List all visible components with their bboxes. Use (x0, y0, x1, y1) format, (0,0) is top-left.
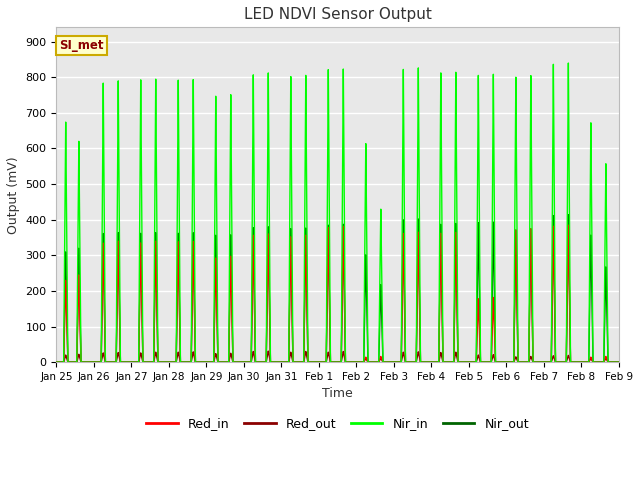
Nir_out (91, 359, 99, 365)
Line: Nir_in: Nir_in (56, 63, 619, 362)
Line: Red_out: Red_out (56, 351, 619, 362)
Nir_in (615, 359, 623, 365)
Nir_in (470, 359, 477, 365)
Nir_in (52, 359, 60, 365)
Red_out (391, 359, 399, 365)
Red_in (615, 359, 623, 365)
Red_out (91, 359, 99, 365)
X-axis label: Time: Time (323, 387, 353, 400)
Red_in (358, 359, 365, 365)
Nir_out (268, 359, 276, 365)
Red_in (391, 359, 399, 365)
Red_out (264, 348, 272, 354)
Red_out (470, 359, 477, 365)
Legend: Red_in, Red_out, Nir_in, Nir_out: Red_in, Red_out, Nir_in, Nir_out (141, 412, 534, 435)
Nir_in (188, 290, 196, 296)
Nir_in (268, 359, 276, 365)
Red_out (52, 359, 60, 365)
Nir_in (391, 359, 399, 365)
Title: LED NDVI Sensor Output: LED NDVI Sensor Output (244, 7, 431, 22)
Line: Red_in: Red_in (56, 225, 619, 362)
Nir_out (188, 327, 196, 333)
Text: SI_met: SI_met (59, 39, 104, 52)
Red_in (268, 359, 276, 365)
Nir_in (358, 359, 365, 365)
Nir_out (470, 359, 477, 365)
Nir_in (91, 359, 99, 365)
Line: Nir_out: Nir_out (56, 215, 619, 362)
Nir_out (615, 359, 623, 365)
Red_out (188, 357, 196, 362)
Nir_out (52, 359, 60, 365)
Red_in (91, 359, 99, 365)
Nir_in (564, 60, 572, 66)
Red_in (52, 359, 60, 365)
Red_out (358, 359, 365, 365)
Red_in (470, 359, 477, 365)
Red_in (564, 222, 572, 228)
Red_out (268, 359, 276, 365)
Red_out (615, 359, 623, 365)
Nir_out (391, 359, 399, 365)
Red_in (188, 330, 196, 336)
Nir_out (358, 359, 365, 365)
Y-axis label: Output (mV): Output (mV) (7, 156, 20, 234)
Nir_out (564, 212, 572, 217)
